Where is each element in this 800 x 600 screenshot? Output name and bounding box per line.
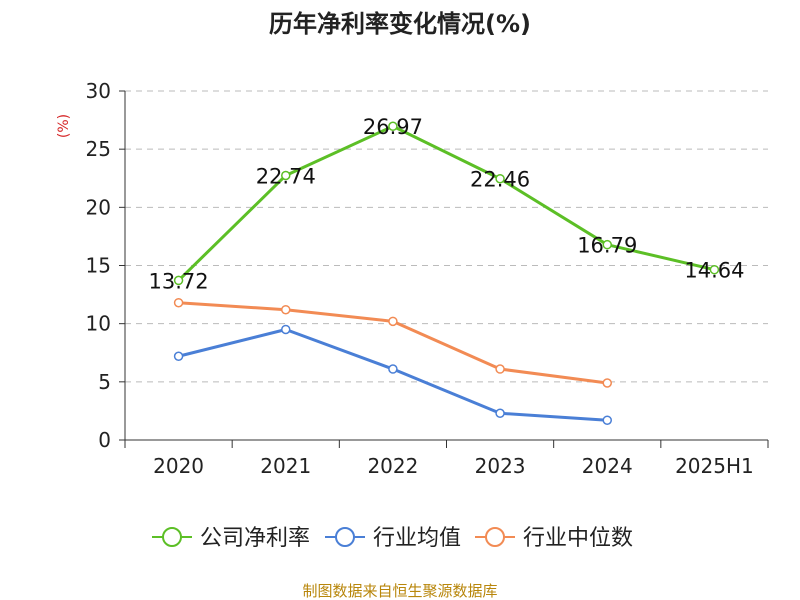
y-tick-label: 25 [86, 137, 111, 161]
x-tick-label: 2020 [153, 454, 204, 478]
legend-label-1: 行业均值 [373, 526, 461, 551]
x-tick-label: 2022 [367, 454, 418, 478]
x-tick-label: 2023 [475, 454, 526, 478]
legend-label-0: 公司净利率 [200, 526, 310, 551]
data-labels: 13.72 22.74 26.97 22.46 16.79 14.64 [149, 115, 745, 293]
y-tick-label: 0 [98, 428, 111, 452]
data-point [602, 378, 612, 388]
x-tick-label: 2024 [582, 454, 633, 478]
legend-marker-2 [485, 527, 505, 547]
series-line-0 [177, 124, 715, 282]
data-label: 13.72 [149, 269, 209, 293]
data-point [709, 264, 720, 275]
data-point [388, 121, 398, 131]
data-point [281, 324, 291, 335]
y-tick-label: 5 [98, 370, 111, 394]
chart-title: 历年净利率变化情况(%) [269, 10, 531, 38]
data-label: 26.97 [363, 115, 423, 139]
data-point [173, 351, 184, 361]
data-point [495, 364, 505, 374]
axes: 0 5 10 15 20 25 30 2020 2021 2022 2023 2024 2025H1 [86, 79, 769, 478]
data-point [388, 364, 398, 374]
y-tick-label: 20 [86, 195, 111, 219]
data-label: 16.79 [577, 234, 637, 258]
legend: 公司净利率 行业均值 行业中位数 [152, 526, 633, 551]
series-layer [173, 121, 720, 425]
source-note: 制图数据来自恒生聚源数据库 [302, 582, 497, 600]
data-point [495, 173, 505, 184]
data-point [495, 408, 505, 418]
data-point [281, 170, 291, 181]
data-point [173, 297, 184, 308]
data-point [173, 275, 184, 286]
data-label: 14.64 [684, 259, 744, 283]
data-point [602, 239, 612, 250]
data-point [388, 316, 398, 327]
data-point [281, 304, 291, 315]
data-label: 22.74 [256, 164, 316, 188]
y-tick-label: 10 [86, 312, 111, 336]
legend-marker-1 [335, 527, 355, 547]
data-point [602, 415, 612, 425]
x-tick-label: 2021 [260, 454, 311, 478]
y-tick-label: 15 [86, 254, 111, 278]
legend-marker-0 [162, 527, 182, 547]
grid-lines [125, 90, 768, 383]
y-axis-label: (%) [56, 114, 72, 138]
data-label: 22.46 [470, 168, 530, 192]
legend-label-2: 行业中位数 [523, 526, 633, 551]
x-tick-label: 2025H1 [675, 454, 754, 478]
y-tick-label: 30 [86, 79, 111, 103]
